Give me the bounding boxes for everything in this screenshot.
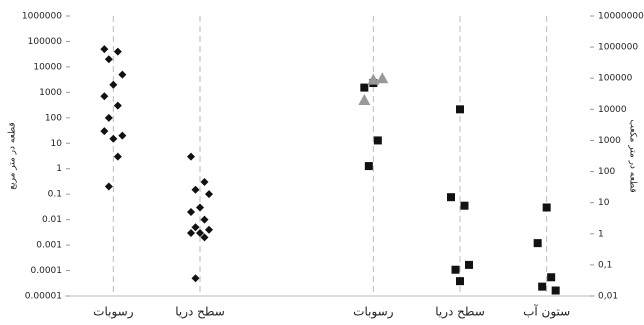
y-tick-label: 0.0001 [31, 266, 63, 276]
diamond-marker [109, 80, 118, 89]
y-tick-label: 0.1 [48, 190, 62, 200]
square-marker [447, 193, 455, 202]
diamond-marker [113, 101, 122, 110]
diamond-marker [104, 113, 113, 122]
y-tick-label: 1 [56, 164, 62, 174]
square-marker [542, 203, 551, 212]
diamond-marker [113, 152, 122, 161]
diamond-marker [205, 190, 213, 199]
y-tick-label: 10 [51, 139, 63, 149]
square-marker [551, 286, 560, 295]
diamond-marker [205, 225, 213, 234]
square-marker [547, 273, 556, 282]
diamond-marker [191, 185, 200, 194]
y-tick-label: 100000 [28, 37, 63, 47]
square-marker [373, 136, 382, 145]
y-tick-label: 100 [45, 113, 62, 123]
diamond-marker [109, 134, 118, 143]
x-tick-label: رسوبات [93, 305, 134, 320]
y2-tick-label: 1000000 [598, 43, 638, 53]
diamond-marker [100, 45, 109, 54]
triangle-marker [358, 93, 371, 105]
y2-tick-label: 10000 [598, 105, 627, 115]
y-tick-label: 0.001 [36, 241, 62, 251]
y2-tick-label: 1 [598, 229, 604, 239]
diamond-marker [200, 233, 209, 242]
square-marker [451, 265, 460, 274]
square-marker [460, 201, 469, 210]
y-tick-label: 1000000 [22, 12, 62, 22]
y-tick-label: 0.00001 [25, 292, 62, 302]
diamond-marker [200, 178, 209, 187]
square-marker [533, 239, 542, 248]
square-marker [456, 277, 464, 286]
y-tick-label: 1000 [39, 88, 62, 98]
diamond-marker [187, 207, 195, 216]
y2-tick-label: 0,1 [598, 260, 612, 270]
y-tick-label: 0.01 [42, 215, 62, 225]
y2-axis-label: قطعه در متر مکعب [628, 119, 638, 192]
diamond-marker [196, 228, 204, 237]
x-tick-label: رسوبات [353, 305, 394, 320]
diamond-marker [100, 92, 109, 101]
square-marker [364, 162, 373, 171]
y-axis-label: قطعه در متر مربع [8, 122, 18, 189]
diamond-marker [187, 228, 195, 237]
triangle-marker [367, 73, 380, 85]
diamond-marker [191, 274, 200, 283]
diamond-marker [113, 47, 122, 56]
diamond-marker [118, 131, 127, 140]
y-tick-label: 10000 [33, 62, 62, 72]
square-marker [538, 282, 547, 291]
y2-tick-label: 100000 [598, 74, 633, 84]
diamond-marker [191, 223, 200, 232]
diamond-marker [187, 152, 195, 161]
square-marker [465, 260, 473, 269]
y2-tick-label: 0,01 [598, 292, 618, 302]
y2-tick-label: 100 [598, 167, 615, 177]
square-marker [456, 105, 464, 114]
diamond-marker [104, 182, 113, 191]
diamond-marker [118, 70, 127, 79]
square-marker [360, 83, 369, 92]
y2-tick-label: 10 [598, 198, 610, 208]
x-tick-label: سطح دریا [175, 305, 225, 320]
y2-tick-label: 1000 [598, 136, 621, 146]
diamond-marker [200, 215, 209, 224]
diamond-marker [104, 55, 113, 64]
x-tick-label: سطح دریا [435, 305, 485, 320]
x-tick-label: ستون آب [523, 304, 570, 320]
diamond-marker [196, 203, 204, 212]
diamond-marker [100, 127, 109, 136]
triangle-marker [376, 72, 389, 84]
y2-tick-label: 10000000 [598, 12, 644, 22]
